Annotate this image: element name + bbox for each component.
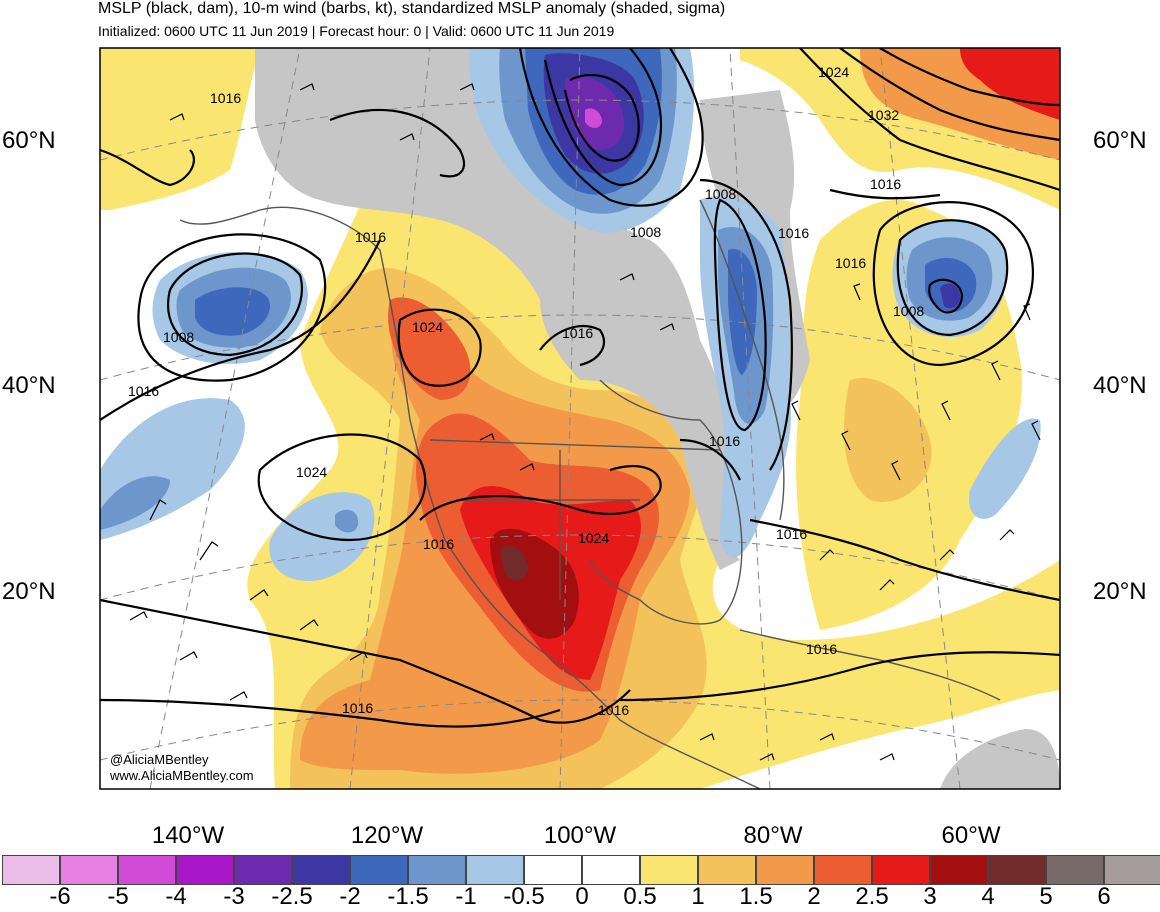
colorbar-swatch bbox=[60, 855, 118, 885]
anomaly-neg-30-hudson bbox=[585, 108, 602, 128]
anomaly-neg-20-atlantic bbox=[940, 283, 961, 309]
colorbar-swatch bbox=[930, 855, 988, 885]
colorbar-swatch bbox=[176, 855, 234, 885]
map-frame bbox=[99, 47, 1061, 790]
lon-label-80w: 80°W bbox=[743, 822, 803, 849]
colorbar-tick-label: -5 bbox=[107, 883, 129, 910]
colorbar-tick-label: -0.5 bbox=[503, 883, 545, 910]
colorbar-tick-label: 4 bbox=[981, 883, 995, 910]
colorbar-swatch bbox=[1104, 855, 1160, 885]
contour-label: 1032 bbox=[868, 107, 899, 123]
colorbar-tick-label: 0 bbox=[575, 883, 589, 910]
contour-label: 1016 bbox=[835, 255, 866, 271]
colorbar-tick-label: -2 bbox=[339, 883, 361, 910]
contour-label: 1008 bbox=[630, 224, 661, 240]
map-title: MSLP (black, dam), 10-m wind (barbs, kt)… bbox=[98, 0, 726, 17]
contour-label: 1016 bbox=[598, 702, 629, 718]
mslp-contours bbox=[100, 48, 1060, 728]
contour-label: 1024 bbox=[296, 464, 327, 480]
anomaly-neg-15-eastcoast bbox=[728, 249, 757, 375]
lon-label-100w: 100°W bbox=[543, 822, 617, 849]
colorbar-tick-label: 3 bbox=[923, 883, 937, 910]
map-subtitle: Initialized: 0600 UTC 11 Jun 2019 | Fore… bbox=[98, 23, 615, 39]
anomaly-pos-15-atlantic bbox=[844, 378, 932, 502]
contour-label: 1016 bbox=[870, 176, 901, 192]
lon-label-140w: 140°W bbox=[151, 822, 225, 849]
colorbar-swatch bbox=[292, 855, 350, 885]
colorbar-tick-label: -6 bbox=[49, 883, 71, 910]
colorbar-swatch bbox=[408, 855, 466, 885]
colorbar-swatch bbox=[756, 855, 814, 885]
wind-barbs bbox=[129, 83, 1041, 761]
colorbar-swatch bbox=[582, 855, 640, 885]
contour-label: 1008 bbox=[163, 329, 194, 345]
contour-label: 1016 bbox=[806, 641, 837, 657]
contour-label: 1016 bbox=[562, 325, 593, 341]
colorbar-tick-label: -1.5 bbox=[387, 883, 429, 910]
contour-labels: 1016 1008 1016 1016 1024 1016 1024 1016 … bbox=[128, 64, 924, 718]
colorbar-swatch bbox=[524, 855, 582, 885]
contour-label: 1016 bbox=[776, 526, 807, 542]
colorbar-tick-label: 2 bbox=[807, 883, 821, 910]
contour-label: 1016 bbox=[342, 700, 373, 716]
lat-label-20-right: 20°N bbox=[1093, 578, 1147, 605]
anomaly-pos-25-northeast bbox=[960, 48, 1060, 120]
colorbar-tick-label: -2.5 bbox=[271, 883, 313, 910]
contour-label: 1024 bbox=[412, 319, 443, 335]
colorbar-swatch bbox=[118, 855, 176, 885]
lat-label-20-left: 20°N bbox=[2, 578, 56, 605]
colorbar-swatch bbox=[234, 855, 292, 885]
lat-label-40-right: 40°N bbox=[1093, 372, 1147, 399]
lat-label-60-right: 60°N bbox=[1093, 127, 1147, 154]
colorbar-swatch bbox=[872, 855, 930, 885]
contour-label: 1016 bbox=[355, 229, 386, 245]
land-mask-gray-canada bbox=[255, 48, 740, 570]
colorbar-swatch bbox=[698, 855, 756, 885]
contour-label: 1024 bbox=[578, 530, 609, 546]
contour-label: 1008 bbox=[705, 186, 736, 202]
lon-label-60w: 60°W bbox=[941, 822, 1001, 849]
anomaly-neg-10-pacific-2 bbox=[335, 509, 359, 533]
contour-label: 1008 bbox=[893, 303, 924, 319]
lat-label-60-left: 60°N bbox=[2, 127, 56, 154]
colorbar-swatch bbox=[814, 855, 872, 885]
lat-label-40-left: 40°N bbox=[2, 372, 56, 399]
contour-label: 1016 bbox=[423, 536, 454, 552]
colorbar-swatch bbox=[466, 855, 524, 885]
colorbar-tick-label: -4 bbox=[165, 883, 187, 910]
colorbar-swatch bbox=[988, 855, 1046, 885]
contour-label: 1024 bbox=[818, 64, 849, 80]
colorbar-tick-label: 5 bbox=[1039, 883, 1053, 910]
colorbar-tick-label: 2.5 bbox=[855, 883, 889, 910]
land-mask-gray-south bbox=[940, 729, 1060, 789]
colorbar-tick-label: 6 bbox=[1097, 883, 1111, 910]
colorbar-swatch bbox=[640, 855, 698, 885]
colorbar-swatch bbox=[350, 855, 408, 885]
contour-label: 1016 bbox=[128, 383, 159, 399]
contour-label: 1016 bbox=[709, 433, 740, 449]
contour-label: 1016 bbox=[778, 225, 809, 241]
anomaly-neg-15-gulfalaska bbox=[195, 287, 270, 336]
map-panel: 1016 1008 1016 1016 1024 1016 1024 1016 … bbox=[100, 48, 1060, 789]
colorbar-tick-label: 1.5 bbox=[739, 883, 773, 910]
colorbar-tick-label: -3 bbox=[223, 883, 245, 910]
coastlines bbox=[179, 199, 1001, 789]
anomaly-pos-40 bbox=[500, 545, 529, 581]
anomaly-neg-10-pacific bbox=[100, 476, 170, 530]
anomaly-neg-05-atlantic-south bbox=[969, 418, 1041, 519]
credit-site: www.AliciaMBentley.com bbox=[110, 768, 254, 783]
colorbar-swatch bbox=[2, 855, 60, 885]
contour-label: 1016 bbox=[210, 90, 241, 106]
colorbar-tick-label: -1 bbox=[455, 883, 477, 910]
lon-label-120w: 120°W bbox=[350, 822, 424, 849]
colorbar-tick-label: 1 bbox=[691, 883, 705, 910]
colorbar-tick-label: 0.5 bbox=[623, 883, 657, 910]
credit-handle: @AliciaMBentley bbox=[110, 752, 209, 767]
colorbar-swatch bbox=[1046, 855, 1104, 885]
graticule bbox=[100, 48, 1060, 789]
